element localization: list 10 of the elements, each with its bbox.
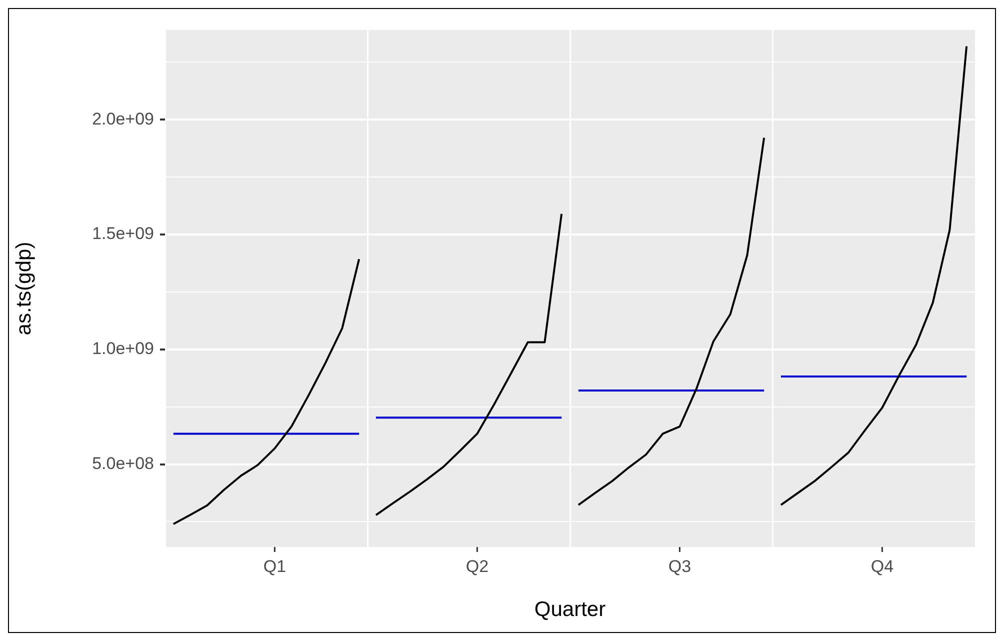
y-tick-label: 1.5e+09 [92, 224, 154, 244]
y-tick-label: 5.0e+08 [92, 454, 154, 473]
x-tick-label: Q4 [870, 556, 894, 576]
y-tick-label: 2.0e+09 [92, 109, 154, 128]
y-tick-label: 1.0e+09 [92, 339, 154, 358]
x-tick-label: Q3 [668, 556, 692, 576]
y-axis-title: as.ts(gdp) [12, 242, 36, 336]
x-tick-label: Q2 [466, 556, 489, 576]
x-axis-title: Quarter [534, 598, 606, 622]
x-tick-label: Q1 [263, 556, 286, 576]
